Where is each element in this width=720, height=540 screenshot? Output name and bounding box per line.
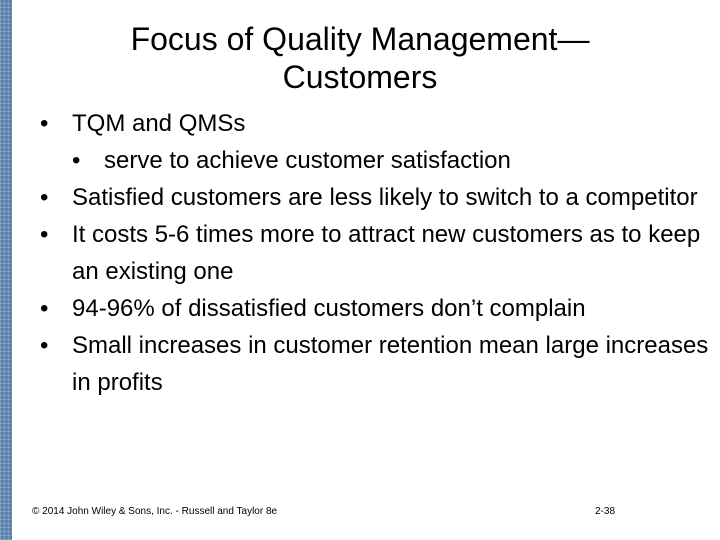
bullet-item: • Satisfied customers are less likely to… xyxy=(40,179,710,216)
bullet-text: TQM and QMSs xyxy=(72,110,246,137)
bullet-dot-icon: • xyxy=(72,147,81,174)
footer-copyright: © 2014 John Wiley & Sons, Inc. - Russell… xyxy=(32,506,278,517)
bullet-item: • TQM and QMSs xyxy=(40,105,710,142)
bullet-dot-icon: • xyxy=(40,110,49,137)
bullet-text: Small increases in customer retention me… xyxy=(72,332,709,396)
bullet-text: 94-96% of dissatisfied customers don’t c… xyxy=(72,295,586,322)
sub-bullet-item: • serve to achieve customer satisfaction xyxy=(72,142,710,179)
bullet-item: • It costs 5-6 times more to attract new… xyxy=(40,216,710,290)
bullet-item: • Small increases in customer retention … xyxy=(40,327,710,401)
bullet-dot-icon: • xyxy=(40,332,49,359)
slide-title-line-1: Focus of Quality Management— xyxy=(130,21,590,57)
bullet-list: • TQM and QMSs • serve to achieve custom… xyxy=(40,105,710,401)
bullet-text: Satisfied customers are less likely to s… xyxy=(72,184,698,211)
slide-title: Focus of Quality Management— Customers xyxy=(60,20,660,96)
bullet-dot-icon: • xyxy=(40,295,49,322)
bullet-text: It costs 5-6 times more to attract new c… xyxy=(72,221,701,285)
decorative-side-strip xyxy=(0,0,12,540)
footer-page-number: 2-38 xyxy=(595,506,616,517)
bullet-dot-icon: • xyxy=(40,221,49,248)
bullet-dot-icon: • xyxy=(40,184,49,211)
bullet-item: • 94-96% of dissatisfied customers don’t… xyxy=(40,290,710,327)
sub-bullet-text: serve to achieve customer satisfaction xyxy=(104,147,511,174)
slide-title-line-2: Customers xyxy=(282,59,438,95)
